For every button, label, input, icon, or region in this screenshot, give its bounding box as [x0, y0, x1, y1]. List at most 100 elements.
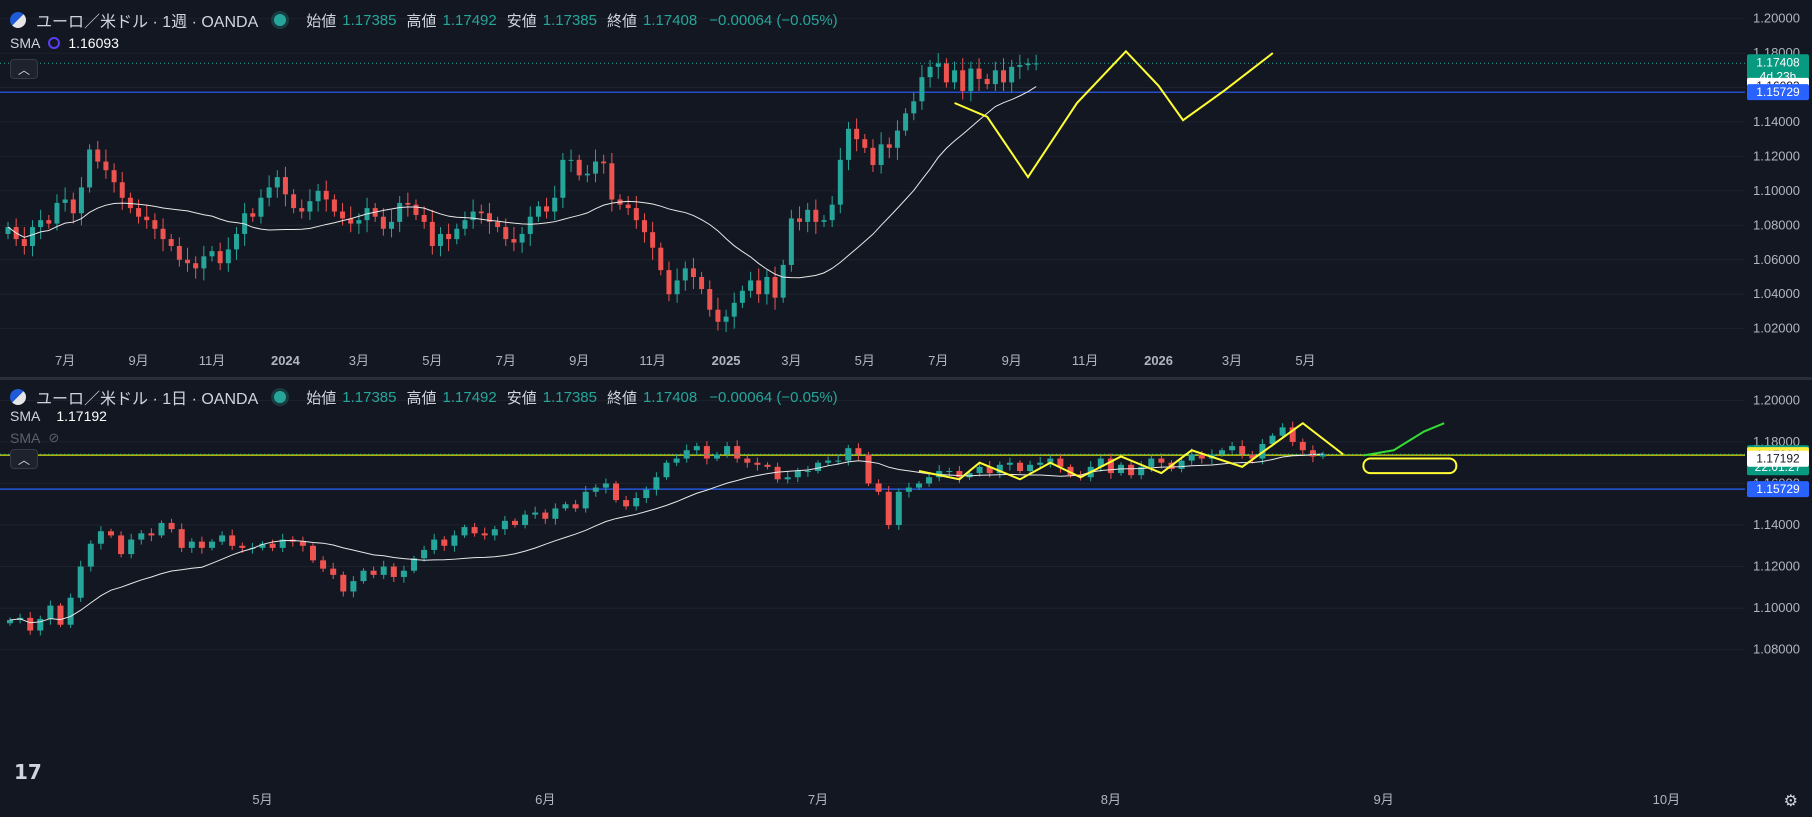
- candle-body: [258, 197, 264, 217]
- candle-body: [996, 464, 1003, 474]
- candle-body: [350, 581, 357, 592]
- candle-body: [193, 263, 199, 269]
- eye-hidden-icon[interactable]: ⊘: [48, 430, 60, 445]
- candle-body: [431, 539, 438, 550]
- candle-body: [707, 289, 713, 310]
- y-tick-label: 1.10000: [1753, 183, 1800, 198]
- candle-body: [572, 504, 579, 509]
- candle-body: [1178, 460, 1185, 469]
- chevron-up-icon[interactable]: ︿: [10, 449, 38, 469]
- candle-body: [562, 504, 569, 509]
- candle-body: [461, 527, 468, 536]
- candle-body: [522, 514, 529, 526]
- candle-body: [519, 233, 525, 243]
- candle-body: [666, 270, 672, 295]
- candle-body: [674, 280, 680, 295]
- gear-icon[interactable]: ⚙: [1783, 793, 1798, 810]
- candle-body: [356, 220, 362, 224]
- candle-body: [804, 471, 811, 473]
- open-value: 1.17385: [342, 388, 397, 406]
- target-zone-box: [1362, 457, 1458, 475]
- x-tick-label: 11月: [1072, 353, 1099, 368]
- x-tick-label: 3月: [1222, 353, 1242, 368]
- candle-body: [421, 549, 428, 559]
- close-label: 終値: [607, 389, 638, 407]
- candle-body: [682, 268, 688, 281]
- weekly-symbol-title[interactable]: ユーロ／米ドル · 1週 · OANDA: [36, 14, 259, 31]
- close-value: 1.17408: [643, 388, 698, 406]
- daily-sma-legend[interactable]: SMA 1.17192: [10, 408, 107, 424]
- chevron-up-icon[interactable]: ︿: [10, 59, 38, 79]
- x-tick-label: 5月: [252, 792, 272, 807]
- pane-divider[interactable]: [0, 377, 1812, 380]
- candle-body: [70, 199, 76, 214]
- candle-body: [478, 211, 484, 214]
- x-tick-label: 5月: [1295, 353, 1315, 368]
- candle-body: [400, 570, 407, 577]
- candle-body: [201, 256, 207, 269]
- weekly-chart-pane[interactable]: 1.200001.180001.160001.140001.120001.100…: [0, 0, 1812, 378]
- candle-body: [168, 522, 175, 530]
- candle-body: [320, 560, 327, 569]
- candle-body: [250, 213, 256, 217]
- candle-body: [1148, 458, 1155, 467]
- tradingview-logo-icon[interactable]: 17: [14, 760, 42, 784]
- candle-body: [78, 187, 84, 214]
- daily-sma2-legend[interactable]: SMA ⊘: [10, 430, 59, 446]
- candle-body: [744, 458, 751, 463]
- x-tick-label: 11月: [639, 353, 666, 368]
- weekly-sma-legend[interactable]: SMA 1.16093: [10, 35, 119, 51]
- candle-body: [633, 498, 640, 507]
- price-tag-label: 1.15729: [1756, 85, 1800, 99]
- sma-settings-icon[interactable]: [48, 37, 61, 49]
- y-tick-label: 1.14000: [1753, 114, 1800, 129]
- candle-body: [1057, 458, 1064, 467]
- daily-chart-pane[interactable]: 1.200001.180001.160001.140001.120001.100…: [0, 380, 1812, 817]
- candle-body: [111, 170, 117, 183]
- candle-body: [870, 147, 876, 166]
- zigzag-annotation: [918, 421, 1344, 481]
- candle-body: [592, 487, 599, 492]
- market-status-icon[interactable]: [274, 391, 287, 403]
- candle-body: [1219, 450, 1225, 455]
- candle-body: [198, 541, 205, 548]
- candle-body: [1037, 462, 1044, 465]
- weekly-chart-svg[interactable]: 1.200001.180001.160001.140001.120001.100…: [0, 0, 1812, 378]
- candle-body: [992, 70, 998, 85]
- candle-body: [650, 232, 656, 248]
- y-tick-label: 1.12000: [1753, 148, 1800, 163]
- candle-body: [739, 290, 745, 303]
- candle-body: [960, 70, 966, 91]
- candle-body: [491, 529, 498, 536]
- price-tag-label: 1.17408: [1756, 55, 1800, 69]
- y-tick-label: 1.14000: [1753, 517, 1800, 532]
- candle-body: [77, 566, 84, 598]
- candle-body: [895, 491, 902, 526]
- candle-body: [481, 533, 488, 536]
- candle-body: [405, 202, 411, 205]
- candle-body: [715, 309, 721, 322]
- price-tag: [1747, 450, 1809, 467]
- sma-line: [7, 86, 1037, 279]
- market-status-icon[interactable]: [274, 14, 287, 26]
- candle-body: [462, 220, 468, 229]
- candle-body: [609, 163, 615, 200]
- candle-body: [188, 541, 195, 548]
- candle-body: [593, 161, 599, 174]
- close-label: 終値: [607, 12, 638, 30]
- candle-body: [411, 558, 417, 571]
- y-tick-label: 1.08000: [1753, 217, 1800, 232]
- x-tick-label: 11月: [199, 353, 226, 368]
- candle-body: [503, 227, 509, 240]
- candle-body: [209, 251, 215, 257]
- change-value: −0.00064 (−0.05%): [709, 11, 838, 29]
- candle-body: [501, 520, 508, 530]
- candle-body: [552, 197, 558, 212]
- x-tick-label: 2026: [1144, 353, 1173, 368]
- candle-body: [1320, 454, 1326, 457]
- candle-body: [894, 130, 900, 148]
- candle-body: [27, 617, 34, 631]
- daily-symbol-title[interactable]: ユーロ／米ドル · 1日 · OANDA: [36, 391, 259, 408]
- daily-chart-svg[interactable]: 1.200001.180001.160001.140001.120001.100…: [0, 380, 1812, 817]
- low-value: 1.17385: [542, 388, 597, 406]
